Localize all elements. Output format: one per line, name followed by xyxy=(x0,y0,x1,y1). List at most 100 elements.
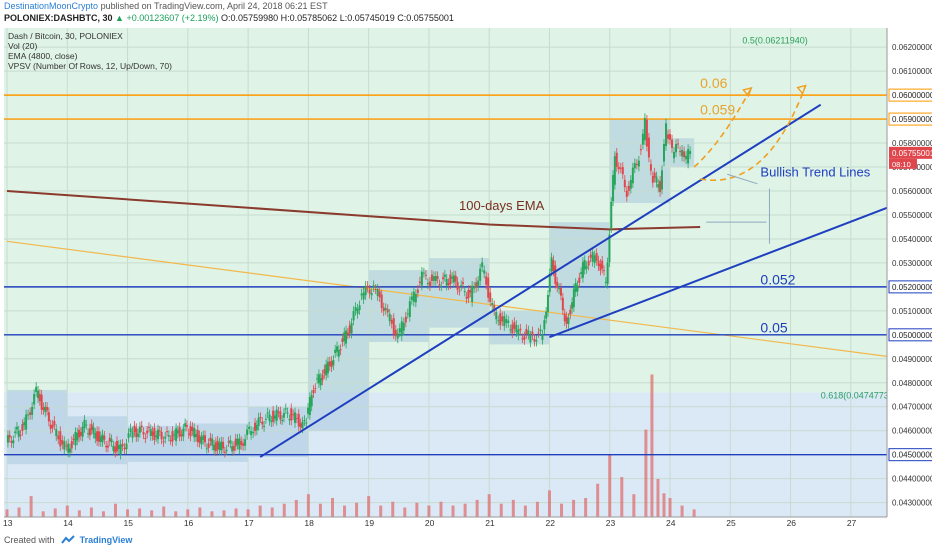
candle-body xyxy=(606,262,609,284)
candle-body xyxy=(92,427,95,434)
candle-body xyxy=(131,431,134,438)
legend-item: Vol (20) xyxy=(8,41,37,51)
candle-body xyxy=(440,286,443,288)
candle-body xyxy=(246,429,249,436)
o-label: O: xyxy=(221,13,231,23)
volume-bar xyxy=(379,505,383,517)
volume-bar xyxy=(668,498,672,517)
candle-body xyxy=(612,175,615,202)
candle-body xyxy=(171,431,174,442)
candle-body xyxy=(337,350,340,357)
candle-body xyxy=(608,234,611,263)
candle-body xyxy=(458,290,461,292)
candle-body xyxy=(499,313,502,326)
candle-body xyxy=(556,281,559,288)
annotation-label: 0.06 xyxy=(700,75,727,91)
candle-body xyxy=(503,316,506,326)
trend-label-pointer xyxy=(727,173,758,185)
candle-body xyxy=(282,413,285,418)
candle-body xyxy=(400,321,403,337)
volume-bar xyxy=(427,505,431,517)
candle-body xyxy=(244,439,247,446)
candle-body xyxy=(641,133,644,145)
footer: Created with TradingView xyxy=(4,535,132,546)
candle-body xyxy=(173,434,176,436)
volume-bar xyxy=(608,454,612,517)
candle-body xyxy=(521,338,524,340)
candle-body xyxy=(164,436,167,439)
candle-body xyxy=(187,433,190,435)
candle-body xyxy=(386,309,389,313)
candle-body xyxy=(307,407,310,414)
y-tick-label: 0.05400000 xyxy=(892,235,932,244)
candle-body xyxy=(142,432,145,435)
candle-body xyxy=(257,417,260,426)
candle-body xyxy=(580,272,583,274)
candle-body xyxy=(651,176,654,183)
candle-body xyxy=(424,274,427,276)
volume-bar xyxy=(282,503,286,517)
y-tick-label: 0.05000000 xyxy=(892,331,932,340)
candle-body xyxy=(49,424,52,429)
candle-body xyxy=(37,390,40,399)
candle-body xyxy=(286,412,289,414)
candle-body xyxy=(308,397,311,415)
x-tick-label: 26 xyxy=(787,518,797,528)
candle-body xyxy=(35,386,38,392)
volume-bar xyxy=(101,511,105,517)
candle-body xyxy=(119,444,122,455)
x-tick-label: 14 xyxy=(63,518,73,528)
candle-body xyxy=(662,143,665,162)
candle-body xyxy=(639,149,642,151)
candle-body xyxy=(270,420,273,423)
volume-bar xyxy=(330,498,334,517)
volume-bar xyxy=(222,510,226,517)
fib-label: 0.618(0.04747734) xyxy=(821,390,897,400)
candle-body xyxy=(541,334,544,340)
candle-body xyxy=(74,432,77,446)
volume-bar xyxy=(535,501,539,517)
candle-body xyxy=(537,332,540,334)
candle-body xyxy=(61,440,64,445)
volume-bar xyxy=(662,493,666,517)
candle-body xyxy=(67,443,70,453)
x-tick-label: 27 xyxy=(847,518,857,528)
candle-body xyxy=(31,406,34,415)
y-tick-label: 0.06200000 xyxy=(892,43,932,52)
candle-body xyxy=(232,446,235,451)
candle-body xyxy=(635,164,638,166)
candle-body xyxy=(451,276,454,279)
candle-body xyxy=(158,430,161,432)
x-tick-label: 16 xyxy=(184,518,194,528)
candle-body xyxy=(631,167,634,184)
candle-body xyxy=(633,163,636,169)
volume-bar xyxy=(306,494,310,517)
candle-body xyxy=(202,435,205,440)
author-link[interactable]: DestinationMoonCrypto xyxy=(4,1,99,11)
candle-body xyxy=(144,438,147,440)
candle-body xyxy=(279,411,282,420)
tradingview-brand[interactable]: TradingView xyxy=(79,535,133,545)
y-tick-label: 0.05200000 xyxy=(892,283,932,292)
candle-body xyxy=(108,437,111,442)
candle-body xyxy=(515,324,518,333)
change-label: ▲ +0.00123607 (+2.19%) xyxy=(115,13,219,23)
candle-body xyxy=(178,427,181,437)
candle-body xyxy=(222,441,225,449)
candle-body xyxy=(434,275,437,281)
candle-body xyxy=(184,423,187,427)
h-label: H: xyxy=(280,13,290,23)
volume-profile-box xyxy=(368,270,429,343)
candle-body xyxy=(410,296,413,301)
candle-body xyxy=(683,151,686,158)
volume-bar xyxy=(620,477,624,517)
volume-bar xyxy=(294,499,298,517)
candle-body xyxy=(558,288,561,290)
candle-body xyxy=(214,442,217,452)
candle-body xyxy=(191,426,194,432)
volume-bar xyxy=(41,511,45,517)
candle-body xyxy=(539,329,542,332)
trend-line xyxy=(549,206,888,339)
candle-body xyxy=(169,440,172,442)
